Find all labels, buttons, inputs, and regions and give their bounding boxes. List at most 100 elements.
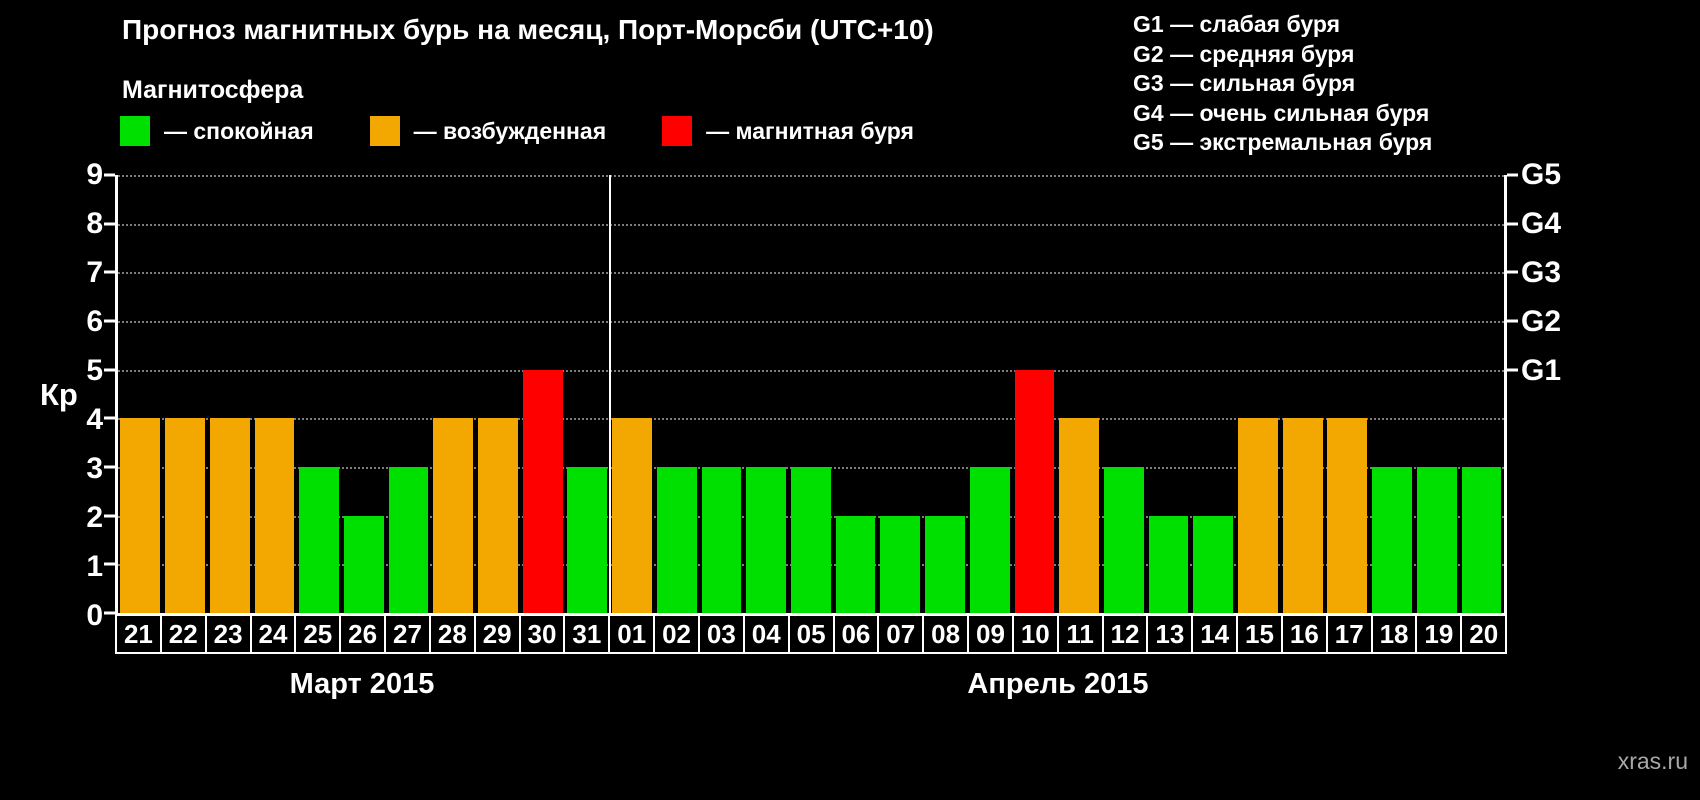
y-tick-mark-8 [104,222,115,226]
kp-bar-day-08 [925,515,965,613]
bar-slot-day-03 [699,175,744,613]
kp-bar-day-26 [343,515,384,613]
month-labels: Март 2015 Апрель 2015 [115,668,1507,710]
g-tick-mark-G4 [1507,222,1518,226]
kp-bar-day-01 [612,418,652,613]
g-tick-label-G1: G1 [1521,354,1562,387]
bar-slot-day-15 [1236,175,1281,613]
day-label-23: 23 [207,616,252,652]
day-label-12: 12 [1104,616,1149,652]
day-label-05: 05 [790,616,835,652]
day-label-07: 07 [879,616,925,652]
kp-bar-day-20 [1461,467,1502,613]
day-label-13: 13 [1148,616,1194,652]
day-label-29: 29 [476,616,521,652]
day-label-21: 21 [117,616,162,652]
y-tick-mark-2 [104,514,115,518]
bar-slot-day-11 [1057,175,1102,613]
day-label-16: 16 [1283,616,1328,652]
legend-item-excited: — возбужденная [369,116,607,146]
kp-bar-day-25 [299,467,340,613]
kp-bar-day-15 [1238,418,1278,613]
y-tick-label-6: 6 [86,304,103,338]
day-label-02: 02 [655,616,700,652]
gridline-kp-5 [118,369,1504,372]
gridline-kp-6 [118,320,1504,323]
bar-slot-day-26 [342,175,387,613]
legend-label-excited: — возбужденная [413,117,607,144]
bar-slot-day-14 [1191,175,1236,613]
day-label-09: 09 [969,616,1014,652]
y-axis-title: Кр [40,377,78,412]
kp-bar-day-03 [701,467,742,613]
kp-bar-day-10 [1014,369,1055,613]
bar-slot-day-12 [1101,175,1146,613]
day-label-14: 14 [1193,616,1239,652]
kp-bar-day-17 [1327,418,1368,613]
y-tick-label-2: 2 [86,501,103,534]
kp-bar-day-19 [1416,467,1457,613]
watermark: xras.ru [1617,748,1688,774]
bar-slot-day-08 [923,175,968,613]
gridline-kp-9 [118,175,1504,177]
bar-slot-day-19 [1414,175,1459,613]
g-axis-labels: G5 G4 G3 G2 G1 [1521,160,1601,616]
bar-slot-day-23 [207,175,252,613]
bar-slot-day-09 [967,175,1012,613]
g-legend-line-5: G5 — экстремальная буря [1133,129,1433,155]
g-legend-line-1: G1 — слабая буря [1133,11,1341,37]
g-tick-label-G2: G2 [1521,304,1562,338]
g-legend-line-4: G4 — очень сильная буря [1133,99,1430,126]
day-label-24: 24 [252,616,297,652]
day-label-31: 31 [565,616,611,652]
bars [118,175,1504,613]
y-tick-label-3: 3 [86,451,103,485]
y-tick-label-9: 9 [86,158,103,191]
bar-slot-day-24 [252,175,297,613]
bar-slot-day-21 [118,175,163,613]
day-label-04: 04 [745,616,790,652]
bar-slot-day-06 [833,175,878,613]
g-tick-mark-G5 [1507,173,1518,177]
kp-bar-day-21 [120,418,161,613]
y-tick-label-5: 5 [86,354,103,387]
g-tick-label-G5: G5 [1521,158,1562,191]
day-label-03: 03 [700,616,745,652]
day-axis: 21 22 23 24 25 26 27 28 29 30 31 01 02 03 04 05 06 07 08 09… [115,616,1507,654]
g-tick-label-G3: G3 [1521,256,1562,289]
bar-slot-day-25 [297,175,342,613]
kp-bar-day-07 [880,515,921,613]
kp-bar-day-31 [567,467,608,613]
kp-bar-day-16 [1282,418,1323,613]
y-tick-mark-0 [104,611,115,615]
g-tick-mark-G3 [1507,270,1518,274]
kp-bar-day-22 [165,418,205,613]
legend-swatch-excited [369,116,400,146]
bar-slot-day-10 [1012,175,1057,613]
y-tick-label-1: 1 [86,550,103,583]
bar-slot-day-18 [1370,175,1415,613]
bar-slot-day-01 [610,175,655,613]
y-tick-label-7: 7 [86,256,103,289]
kp-bar-day-30 [522,369,563,613]
legend-item-storm: — магнитная буря [662,116,914,146]
kp-bar-day-09 [969,467,1010,613]
legend-label-quiet: — спокойная [164,117,314,144]
kp-bar-day-29 [478,418,518,613]
day-label-22: 22 [162,616,207,652]
day-label-15: 15 [1238,616,1283,652]
y-tick-mark-6 [104,319,115,323]
kp-bar-day-27 [388,467,429,613]
bar-slot-day-07 [878,175,923,613]
kp-bar-day-28 [433,418,474,613]
kp-bar-day-13 [1148,515,1189,613]
g-tick-label-G4: G4 [1521,207,1562,240]
kp-bar-day-06 [835,515,876,613]
y-tick-mark-3 [104,465,115,469]
legend-swatch-quiet [120,116,150,146]
bar-slot-day-20 [1459,175,1504,613]
month-label-1: Март 2015 [289,668,435,700]
kp-bar-day-18 [1372,467,1412,613]
bar-slot-day-28 [431,175,476,613]
